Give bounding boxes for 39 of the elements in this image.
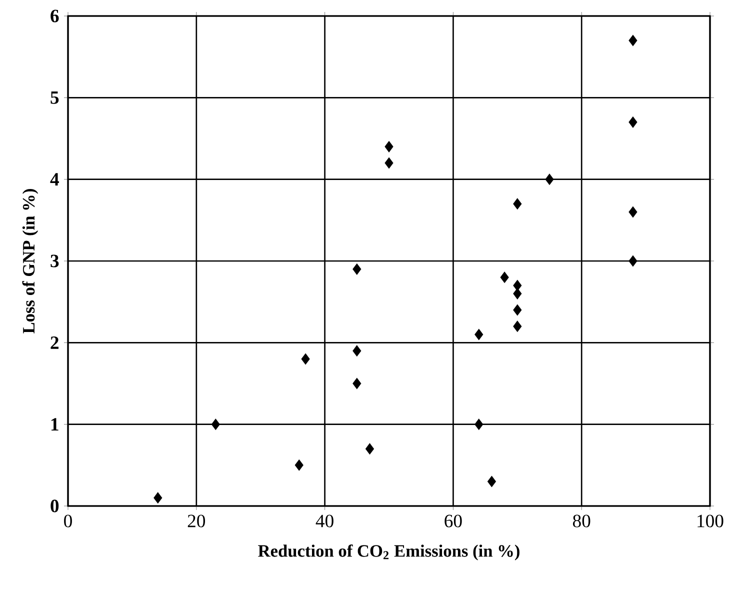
point bbox=[513, 280, 522, 292]
point bbox=[545, 174, 554, 185]
point bbox=[352, 378, 362, 390]
point bbox=[474, 418, 484, 430]
x-tick-label: 20 bbox=[188, 514, 206, 528]
point bbox=[628, 34, 638, 46]
y-tick-label: 1 bbox=[51, 418, 58, 430]
x-tick-label: 60 bbox=[444, 514, 462, 528]
point bbox=[352, 264, 362, 275]
point bbox=[628, 255, 638, 267]
x-tick-label: 100 bbox=[698, 514, 724, 528]
point bbox=[352, 345, 362, 356]
point bbox=[628, 206, 638, 218]
point bbox=[474, 328, 484, 340]
point bbox=[513, 198, 522, 210]
point bbox=[487, 476, 496, 488]
x-tick-label: 80 bbox=[572, 514, 590, 528]
point bbox=[513, 288, 522, 300]
point bbox=[384, 141, 394, 152]
point bbox=[301, 353, 310, 365]
point bbox=[513, 320, 522, 332]
point bbox=[365, 443, 374, 454]
point bbox=[211, 418, 220, 430]
y-tick-label: 0 bbox=[50, 500, 59, 512]
x-tick-label: 0 bbox=[64, 514, 72, 528]
y-tick-label: 2 bbox=[50, 336, 58, 349]
point bbox=[384, 157, 394, 169]
y-tick-label: 5 bbox=[50, 91, 59, 104]
point bbox=[294, 460, 304, 471]
x-tick-label: 40 bbox=[316, 514, 334, 528]
point bbox=[500, 272, 509, 283]
point bbox=[628, 116, 638, 128]
point bbox=[513, 304, 522, 316]
y-tick-label: 3 bbox=[50, 254, 59, 268]
y-axis-title: Loss of GNP (in %) bbox=[22, 189, 38, 334]
y-tick-label: 4 bbox=[50, 173, 59, 186]
point bbox=[154, 492, 162, 504]
y-tick-label: 6 bbox=[50, 10, 59, 22]
x-axis-title: Reduction of CO$_{2}$ Emissions (in %) bbox=[258, 544, 520, 560]
